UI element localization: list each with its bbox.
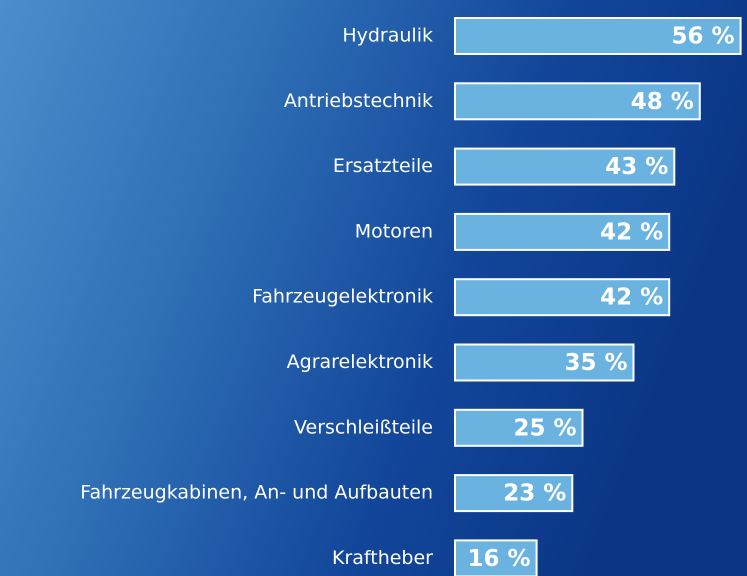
category-label: Verschleißteile bbox=[294, 416, 433, 438]
value-label: 48 % bbox=[631, 89, 694, 115]
category-label: Fahrzeugelektronik bbox=[252, 286, 433, 308]
category-label: Ersatzteile bbox=[333, 155, 433, 177]
bar bbox=[454, 343, 635, 382]
category-label: Agrarelektronik bbox=[287, 351, 433, 373]
category-label: Kraftheber bbox=[332, 547, 433, 569]
value-label: 25 % bbox=[513, 415, 576, 441]
bar bbox=[454, 147, 676, 186]
bar bbox=[454, 474, 574, 513]
value-label: 42 % bbox=[600, 219, 663, 245]
value-label: 56 % bbox=[672, 24, 735, 50]
category-label: Motoren bbox=[355, 220, 433, 242]
bar bbox=[454, 82, 701, 121]
bar bbox=[454, 408, 584, 447]
category-label: Antriebstechnik bbox=[284, 90, 433, 112]
value-label: 23 % bbox=[503, 481, 566, 507]
value-label: 16 % bbox=[468, 546, 531, 572]
value-label: 42 % bbox=[600, 285, 663, 311]
bar bbox=[454, 539, 538, 576]
category-label: Hydraulik bbox=[342, 25, 433, 47]
category-label: Fahrzeugkabinen, An- und Aufbauten bbox=[80, 482, 433, 504]
value-label: 43 % bbox=[605, 154, 668, 180]
bar bbox=[454, 278, 671, 317]
value-label: 35 % bbox=[564, 350, 627, 376]
bar bbox=[454, 212, 671, 251]
bar bbox=[454, 17, 742, 55]
